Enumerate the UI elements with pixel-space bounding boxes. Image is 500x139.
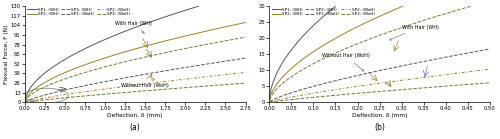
- Text: With Hair (WH): With Hair (WH): [390, 25, 438, 40]
- Legend: SP1: (WH), SP2: (WH), SP3: (WH), SP1: (WoH), SP2: (WoH), SP3: (WoH): SP1: (WH), SP2: (WH), SP3: (WH), SP1: (W…: [272, 7, 375, 17]
- Text: Without Hair (WoH): Without Hair (WoH): [122, 79, 169, 89]
- Text: With Hair (WH): With Hair (WH): [114, 21, 152, 33]
- X-axis label: Deflection, δ (mm): Deflection, δ (mm): [108, 113, 163, 118]
- Y-axis label: Flexural Force, F (N): Flexural Force, F (N): [4, 24, 9, 84]
- X-axis label: Deflection, δ (mm): Deflection, δ (mm): [352, 113, 408, 118]
- Text: (a): (a): [130, 123, 140, 132]
- Text: Without Hair (WoH): Without Hair (WoH): [322, 53, 370, 71]
- Text: (b): (b): [374, 123, 385, 132]
- Legend: SP1: (WH), SP2: (WH), SP3: (WH), SP1: (WoH), SP2: (WoH), SP3: (WoH): SP1: (WH), SP2: (WH), SP3: (WH), SP1: (W…: [27, 7, 130, 17]
